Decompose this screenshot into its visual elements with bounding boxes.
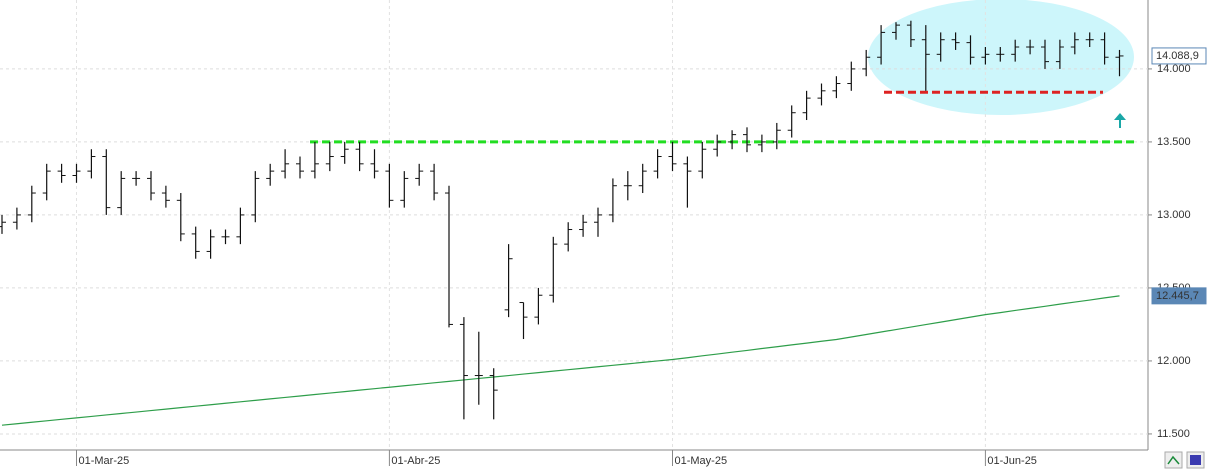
x-tick-label: 01-Jun-25 (987, 455, 1037, 467)
y-tick-label: 12.000 (1157, 355, 1191, 367)
price-label: 12.445,7 (1156, 290, 1199, 302)
y-tick-label: 13.000 (1157, 209, 1191, 221)
y-tick-label: 14.000 (1157, 63, 1191, 75)
price-label-box (1151, 47, 1207, 65)
x-tick-label: 01-May-25 (675, 455, 728, 467)
price-label: 14.088,9 (1156, 50, 1199, 62)
up-arrow (1114, 113, 1126, 128)
x-tick-label: 01-Mar-25 (79, 455, 130, 467)
moving-average-line (1, 295, 1120, 426)
y-tick-label: 13.500 (1157, 136, 1191, 148)
highlight-ellipse (868, 0, 1134, 115)
zoom-icon (1167, 455, 1180, 465)
price-label-box (1151, 287, 1207, 305)
zoom-button[interactable] (1164, 451, 1183, 469)
save-icon (1190, 455, 1201, 465)
y-tick-label: 11.500 (1157, 428, 1190, 440)
x-tick-label: 01-Abr-25 (391, 455, 440, 467)
